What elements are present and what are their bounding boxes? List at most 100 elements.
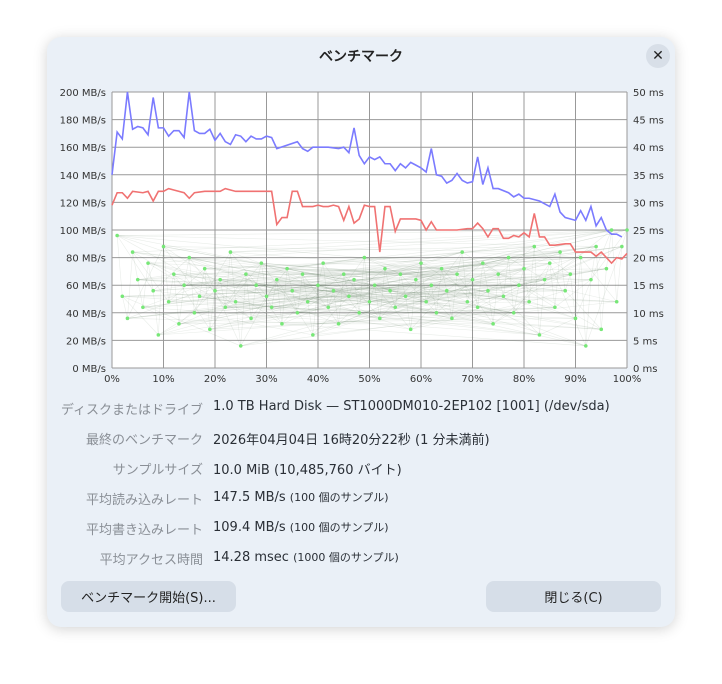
access-seek-line [560, 246, 597, 253]
access-seek-line [431, 262, 550, 286]
access-time-point [501, 294, 506, 299]
access-seek-line [529, 290, 566, 303]
access-time-point [424, 299, 428, 304]
close-dialog-button[interactable]: 閉じる(C) [486, 581, 661, 612]
access-time-point [295, 311, 300, 315]
access-seek-line [400, 229, 612, 275]
access-seek-line [472, 257, 509, 280]
access-seek-line [122, 295, 427, 303]
access-time-point [192, 311, 197, 315]
access-seek-line [214, 290, 427, 303]
access-seek-line [142, 307, 180, 325]
access-seek-line [184, 257, 581, 286]
access-seek-line [127, 246, 164, 319]
access-seek-line [148, 262, 545, 280]
access-seek-line [117, 235, 422, 264]
access-seek-line [142, 262, 262, 308]
access-time-point [470, 277, 475, 282]
access-seek-line [302, 274, 308, 302]
access-seek-line [276, 257, 581, 280]
access-seek-line [286, 268, 293, 291]
access-time-point [197, 294, 202, 299]
access-seek-line [225, 273, 344, 308]
access-seek-line [312, 301, 617, 336]
access-seek-line [492, 229, 612, 325]
access-seek-line [492, 274, 499, 324]
access-time-point [414, 277, 418, 282]
access-seek-line [127, 268, 607, 319]
access-seek-line [209, 290, 216, 330]
info-row: 平均アクセス時間 14.28 msec (1000 個のサンプル) [47, 549, 675, 569]
access-seek-line [132, 251, 437, 314]
access-seek-line [251, 301, 370, 319]
access-seek-line [498, 273, 617, 303]
access-seek-line [621, 229, 628, 247]
start-benchmark-button[interactable]: ベンチマーク開始(S)... [61, 581, 236, 612]
access-seek-line [395, 284, 432, 308]
access-seek-line [606, 229, 612, 269]
access-time-point [228, 250, 233, 254]
access-seek-line [292, 290, 329, 308]
access-seek-line [343, 273, 555, 308]
x-tick-label: 80% [513, 374, 535, 385]
access-seek-line [266, 268, 386, 297]
access-seek-line [137, 279, 144, 308]
access-seek-line [518, 268, 525, 286]
close-button[interactable]: ✕ [646, 44, 670, 68]
access-seek-line [358, 257, 365, 313]
access-seek-line [209, 312, 514, 330]
y-tick-label-left: 120 MB/s [60, 198, 106, 209]
access-seek-line [137, 273, 174, 280]
access-seek-line [230, 246, 535, 253]
x-tick-label: 30% [255, 374, 277, 385]
access-seek-line [147, 262, 185, 286]
x-tick-label: 40% [307, 374, 329, 385]
info-value-text: 1.0 TB Hard Disk — ST1000DM010-2EP102 [1… [213, 399, 610, 414]
access-seek-line [189, 257, 401, 275]
x-tick-label: 70% [461, 374, 483, 385]
access-seek-line [328, 290, 447, 308]
access-seek-line [204, 257, 509, 269]
access-seek-line [194, 251, 231, 313]
access-time-point [120, 294, 125, 299]
access-seek-line [400, 273, 519, 286]
access-time-point [166, 299, 171, 304]
access-seek-line [209, 262, 422, 330]
access-seek-line [456, 273, 576, 319]
access-time-point [408, 327, 413, 332]
access-seek-line [415, 263, 422, 280]
access-time-point [290, 288, 295, 293]
access-seek-line [580, 257, 587, 346]
y-tick-label-right: 20 ms [633, 254, 664, 265]
access-seek-line [261, 262, 566, 292]
access-seek-line [600, 268, 607, 330]
access-seek-line [477, 263, 484, 308]
access-time-point [151, 288, 155, 293]
access-seek-line [122, 295, 241, 347]
access-time-point [614, 299, 619, 304]
access-time-point [383, 266, 387, 271]
access-seek-line [333, 290, 370, 303]
access-seek-line [353, 279, 360, 313]
access-seek-line [168, 301, 380, 319]
access-seek-line [364, 257, 370, 302]
access-seek-line [384, 246, 597, 269]
access-time-point [532, 244, 537, 249]
info-value-note: (100 個のサンプル) [289, 491, 389, 504]
info-value: 10.0 MiB (10,485,760 バイト) [213, 459, 402, 478]
access-time-point [506, 255, 511, 260]
access-time-point [609, 228, 614, 232]
access-seek-line [230, 229, 628, 253]
access-seek-line [214, 290, 252, 319]
access-seek-line [338, 262, 550, 325]
access-seek-line [441, 251, 561, 269]
access-seek-line [312, 268, 525, 336]
access-time-point [625, 228, 629, 232]
access-seek-line [590, 229, 628, 280]
access-seek-line [292, 290, 411, 330]
access-seek-line [127, 284, 432, 319]
access-time-point [218, 277, 222, 282]
write-rate-line [111, 187, 628, 265]
access-seek-line [137, 246, 535, 280]
access-seek-line [142, 290, 447, 308]
